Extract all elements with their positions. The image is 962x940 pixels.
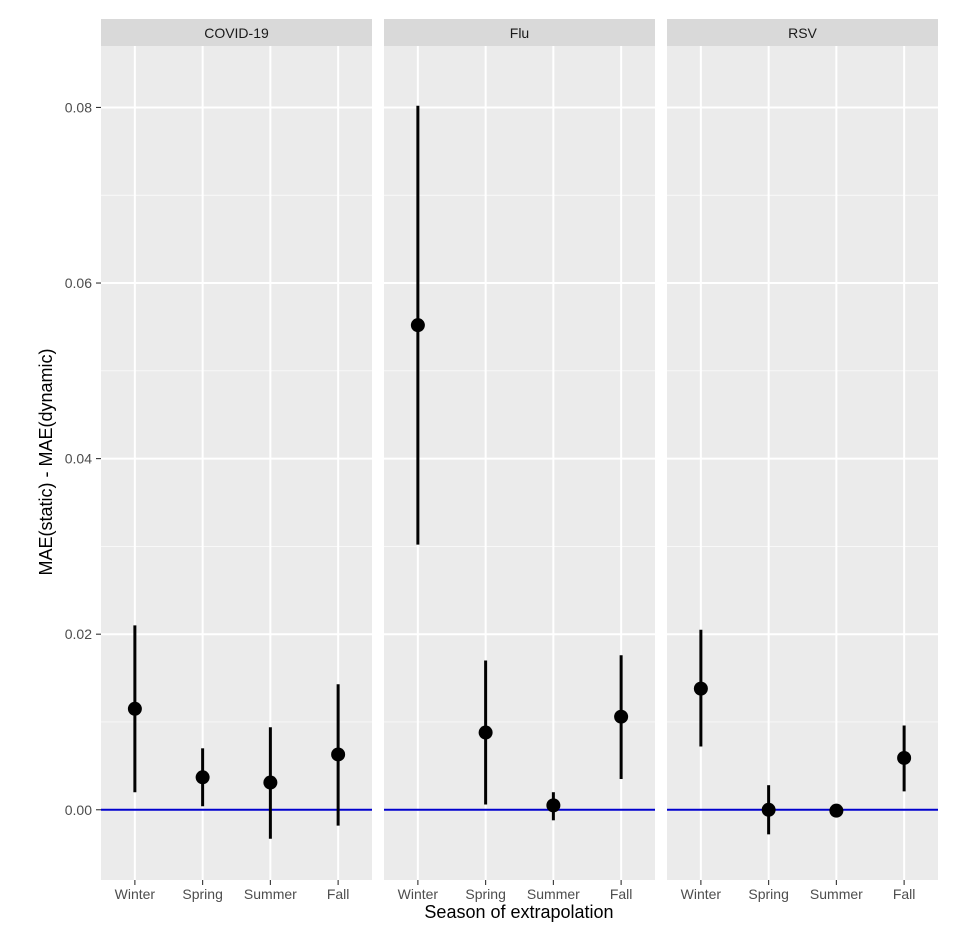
- x-axis-title: Season of extrapolation: [424, 902, 613, 922]
- x-tick-label: Summer: [244, 886, 297, 902]
- x-tick-label: Spring: [748, 886, 788, 902]
- panel-background: [667, 46, 938, 880]
- data-point: [761, 802, 776, 817]
- data-point: [263, 775, 278, 790]
- x-tick-label: Winter: [115, 886, 156, 902]
- facet-strip-label: COVID-19: [204, 25, 269, 41]
- data-point: [693, 681, 708, 696]
- y-tick-label: 0.00: [65, 802, 92, 818]
- y-tick-label: 0.08: [65, 99, 92, 115]
- facet-strip-label: RSV: [788, 25, 817, 41]
- y-tick-label: 0.04: [65, 451, 92, 467]
- data-point: [829, 803, 844, 818]
- x-tick-label: Spring: [465, 886, 505, 902]
- x-tick-label: Summer: [810, 886, 863, 902]
- panel-background: [101, 46, 372, 880]
- x-tick-label: Winter: [398, 886, 439, 902]
- facet-strip-label: Flu: [510, 25, 529, 41]
- facet-panel-flu: Flu: [384, 19, 655, 880]
- data-point: [410, 318, 425, 333]
- facet-strip: [667, 19, 938, 46]
- x-tick-label: Fall: [893, 886, 916, 902]
- data-point: [897, 750, 912, 765]
- data-point: [331, 747, 346, 762]
- x-tick-label: Winter: [681, 886, 722, 902]
- data-point: [195, 770, 210, 785]
- facet-strip: [101, 19, 372, 46]
- y-tick-label: 0.06: [65, 275, 92, 291]
- x-tick-label: Fall: [610, 886, 633, 902]
- y-axis-title: MAE(static) - MAE(dynamic): [36, 348, 56, 575]
- x-tick-label: Spring: [182, 886, 222, 902]
- x-tick-label: Summer: [527, 886, 580, 902]
- data-point: [478, 725, 493, 740]
- panel-background: [384, 46, 655, 880]
- facet-panel-rsv: RSV: [667, 19, 938, 880]
- x-tick-label: Fall: [327, 886, 350, 902]
- y-tick-label: 0.02: [65, 626, 92, 642]
- data-point: [127, 701, 142, 716]
- facet-panel-covid-19: COVID-19: [101, 19, 372, 880]
- data-point: [614, 709, 629, 724]
- data-point: [546, 798, 561, 813]
- facet-strip: [384, 19, 655, 46]
